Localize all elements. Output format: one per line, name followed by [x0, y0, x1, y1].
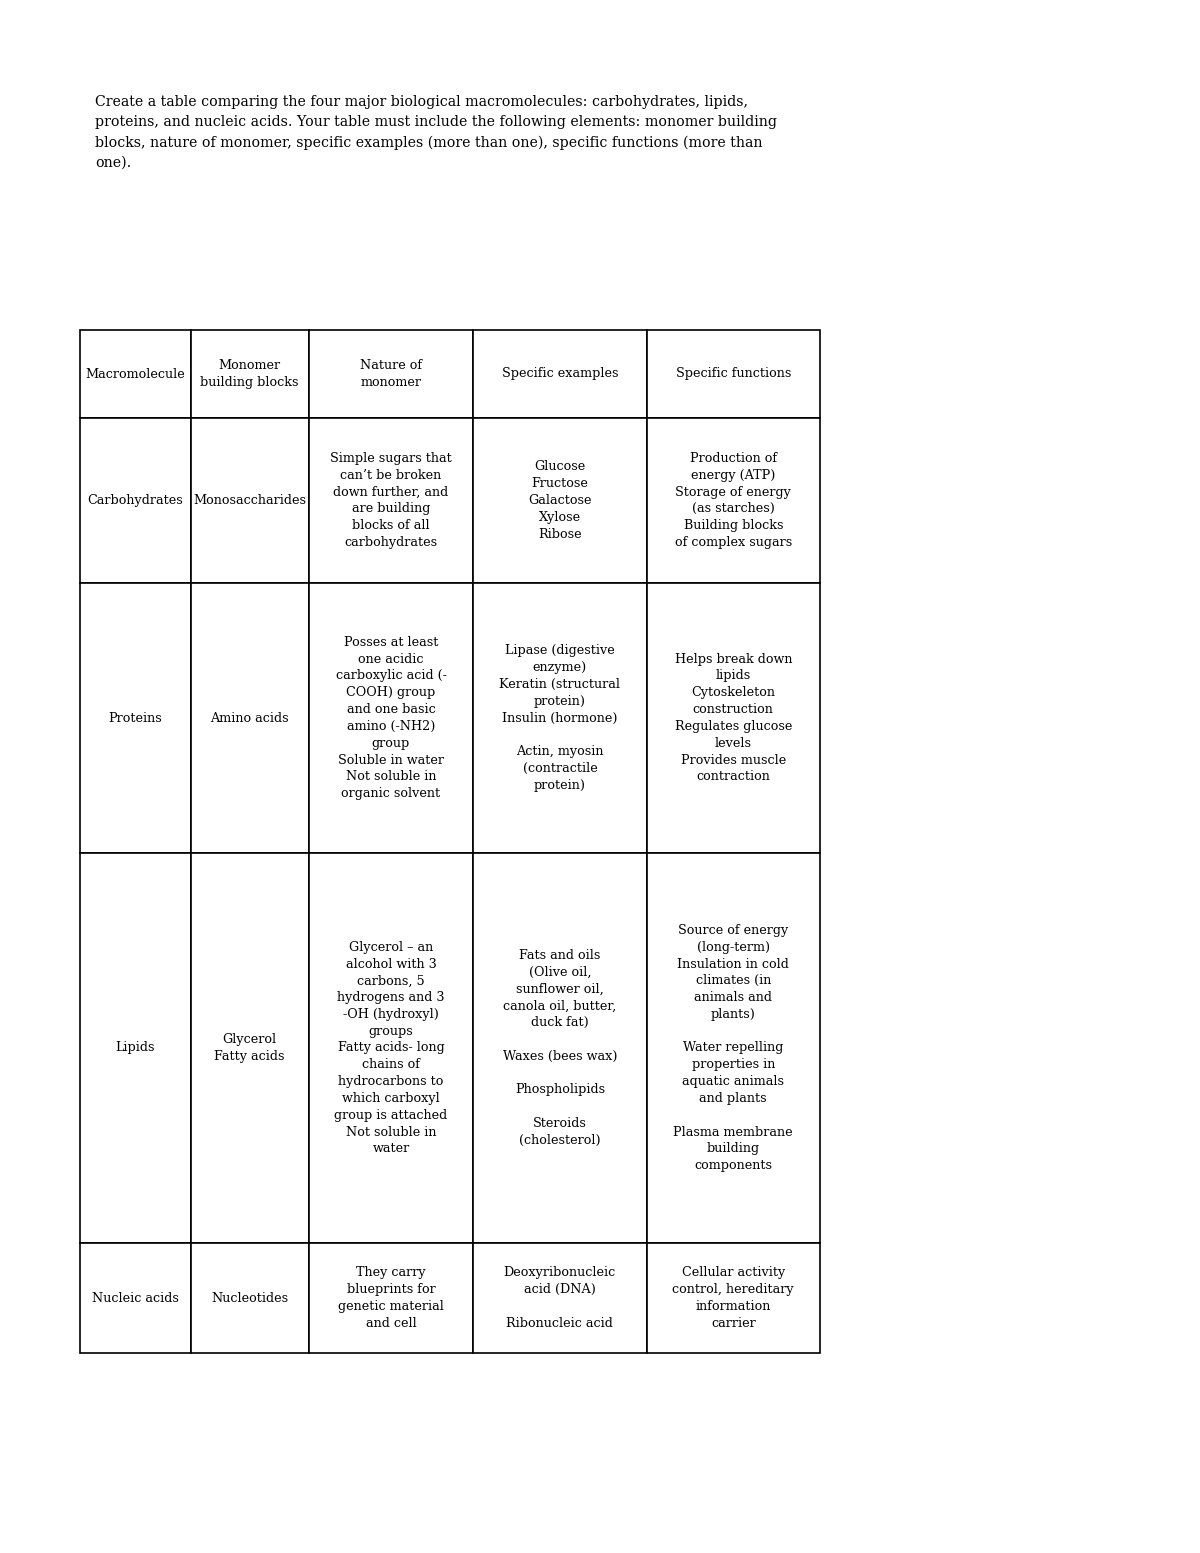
Text: Production of
energy (ATP)
Storage of energy
(as starches)
Building blocks
of co: Production of energy (ATP) Storage of en… — [674, 452, 792, 550]
Text: Nucleotides: Nucleotides — [211, 1292, 288, 1305]
Bar — [191, 853, 308, 1242]
Bar — [80, 1242, 191, 1353]
Text: Source of energy
(long-term)
Insulation in cold
climates (in
animals and
plants): Source of energy (long-term) Insulation … — [673, 924, 793, 1173]
Bar — [80, 418, 191, 582]
Text: Lipase (digestive
enzyme)
Keratin (structural
protein)
Insulin (hormone)

Actin,: Lipase (digestive enzyme) Keratin (struc… — [499, 644, 620, 792]
Bar — [191, 418, 308, 582]
Bar — [191, 1242, 308, 1353]
Text: Specific functions: Specific functions — [676, 368, 791, 380]
Bar — [473, 418, 647, 582]
Text: Monomer
building blocks: Monomer building blocks — [200, 359, 299, 388]
Bar — [473, 1242, 647, 1353]
Text: Monosaccharides: Monosaccharides — [193, 494, 306, 506]
Bar — [473, 329, 647, 418]
Text: Nucleic acids: Nucleic acids — [92, 1292, 179, 1305]
Bar — [647, 418, 820, 582]
Text: Cellular activity
control, hereditary
information
carrier: Cellular activity control, hereditary in… — [672, 1266, 794, 1329]
Text: Posses at least
one acidic
carboxylic acid (-
COOH) group
and one basic
amino (-: Posses at least one acidic carboxylic ac… — [336, 635, 446, 800]
Bar — [308, 582, 473, 853]
Text: Glycerol – an
alcohol with 3
carbons, 5
hydrogens and 3
-OH (hydroxyl)
groups
Fa: Glycerol – an alcohol with 3 carbons, 5 … — [335, 941, 448, 1155]
Bar — [80, 853, 191, 1242]
Bar — [80, 329, 191, 418]
Text: Amino acids: Amino acids — [210, 711, 289, 725]
Bar — [647, 582, 820, 853]
Text: Macromolecule: Macromolecule — [85, 368, 185, 380]
Text: Carbohydrates: Carbohydrates — [88, 494, 184, 506]
Text: Simple sugars that
can’t be broken
down further, and
are building
blocks of all
: Simple sugars that can’t be broken down … — [330, 452, 452, 550]
Bar — [308, 1242, 473, 1353]
Bar — [308, 853, 473, 1242]
Text: Glucose
Fructose
Galactose
Xylose
Ribose: Glucose Fructose Galactose Xylose Ribose — [528, 460, 592, 540]
Bar — [473, 853, 647, 1242]
Bar — [308, 329, 473, 418]
Bar — [191, 582, 308, 853]
Bar — [647, 329, 820, 418]
Text: Proteins: Proteins — [108, 711, 162, 725]
Text: Helps break down
lipids
Cytoskeleton
construction
Regulates glucose
levels
Provi: Helps break down lipids Cytoskeleton con… — [674, 652, 792, 783]
Text: Glycerol
Fatty acids: Glycerol Fatty acids — [215, 1033, 284, 1062]
Text: Lipids: Lipids — [115, 1042, 155, 1054]
Text: Nature of
monomer: Nature of monomer — [360, 359, 422, 388]
Bar — [647, 1242, 820, 1353]
Text: Fats and oils
(Olive oil,
sunflower oil,
canola oil, butter,
duck fat)

Waxes (b: Fats and oils (Olive oil, sunflower oil,… — [503, 949, 617, 1148]
Bar — [80, 582, 191, 853]
Text: They carry
blueprints for
genetic material
and cell: They carry blueprints for genetic materi… — [338, 1266, 444, 1329]
Text: Specific examples: Specific examples — [502, 368, 618, 380]
Bar — [647, 853, 820, 1242]
Text: Create a table comparing the four major biological macromolecules: carbohydrates: Create a table comparing the four major … — [95, 95, 778, 169]
Bar — [308, 418, 473, 582]
Bar — [473, 582, 647, 853]
Bar — [191, 329, 308, 418]
Text: Deoxyribonucleic
acid (DNA)

Ribonucleic acid: Deoxyribonucleic acid (DNA) Ribonucleic … — [504, 1266, 616, 1329]
